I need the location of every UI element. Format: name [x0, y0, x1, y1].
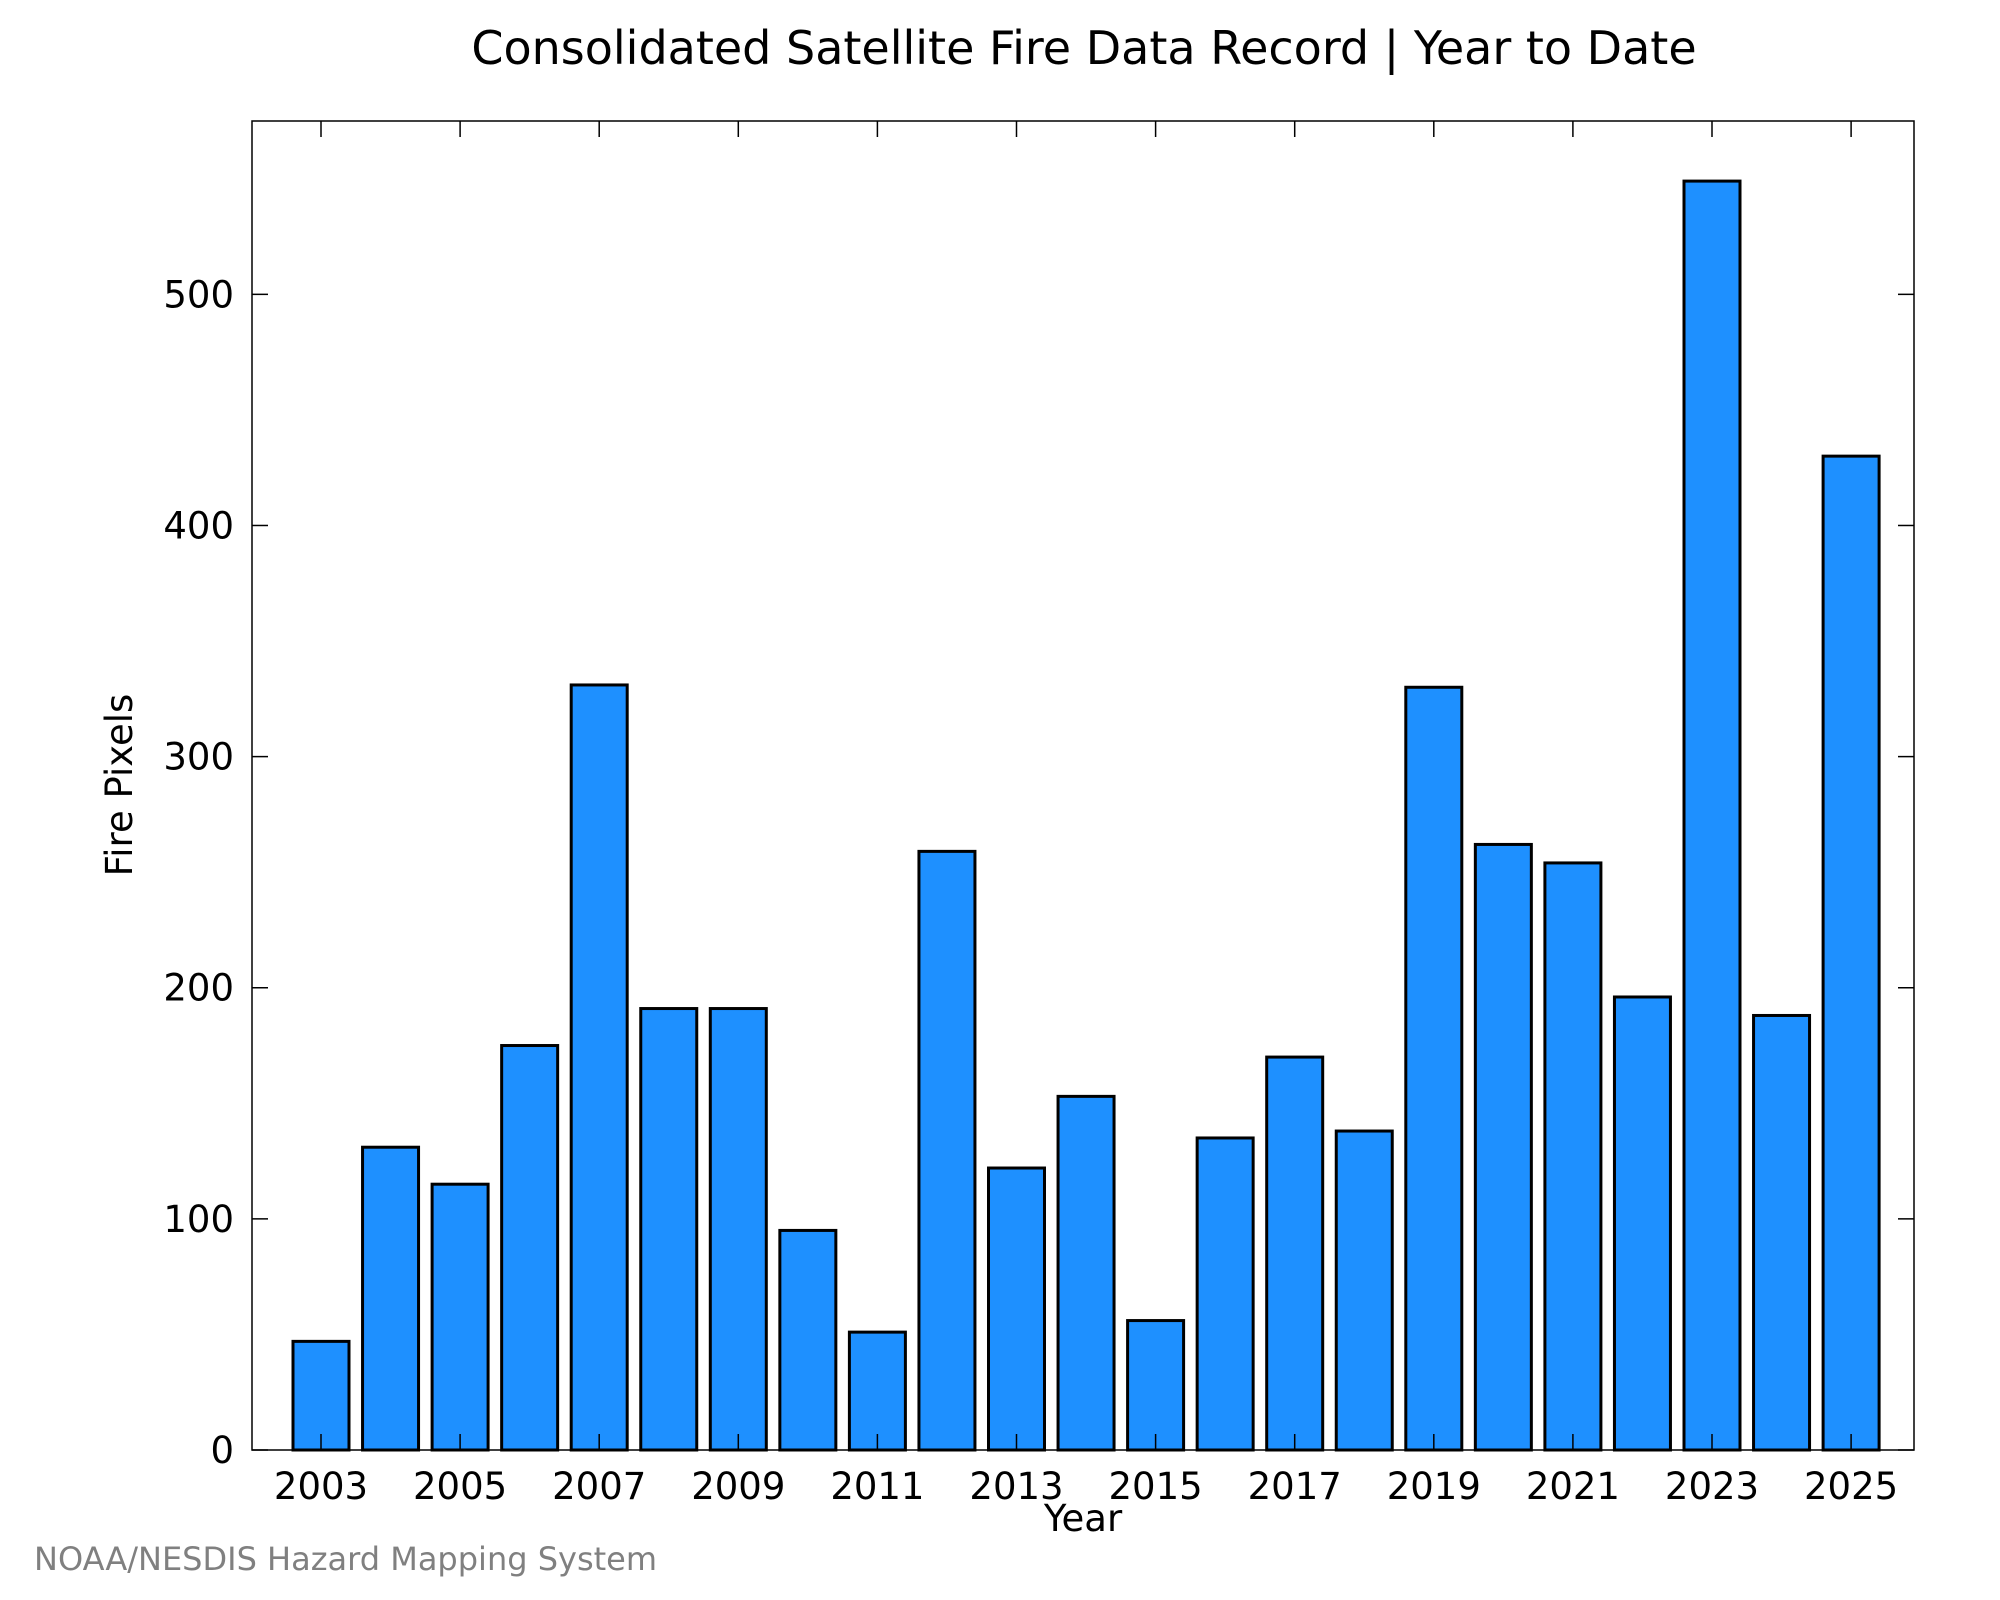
x-tick-label-2017: 2017: [1248, 1465, 1342, 1508]
bar-2008: [639, 1007, 699, 1452]
bar-2014: [1056, 1094, 1116, 1452]
bar-2024: [1752, 1013, 1812, 1452]
y-tick-label-500: 500: [163, 273, 234, 316]
bar-2013: [987, 1166, 1046, 1452]
x-tick-label-2007: 2007: [552, 1465, 646, 1508]
bar-2025: [1821, 454, 1881, 1452]
y-tick-label-300: 300: [163, 736, 234, 779]
x-tick-label-2005: 2005: [413, 1465, 507, 1508]
bar-2010: [778, 1228, 838, 1452]
bar-2012: [917, 849, 977, 1452]
x-tick-label-2021: 2021: [1526, 1465, 1620, 1508]
bar-2019: [1404, 685, 1464, 1452]
x-tick-label-2023: 2023: [1665, 1465, 1759, 1508]
y-tick-label-0: 0: [210, 1429, 234, 1472]
source-credit: NOAA/NESDIS Hazard Mapping System: [34, 1540, 658, 1578]
ticks-layer: 2003 2005 2007 2009 2011 2013 2015 2017 2019 2021…: [163, 121, 1914, 1508]
bar-2011: [847, 1330, 907, 1452]
y-axis-label: Fire Pixels: [98, 694, 141, 877]
x-tick-label-2011: 2011: [830, 1465, 924, 1508]
bar-2006: [500, 1044, 560, 1452]
x-tick-label-2003: 2003: [274, 1465, 368, 1508]
x-tick-label-2019: 2019: [1387, 1465, 1481, 1508]
y-tick-label-200: 200: [163, 967, 234, 1010]
y-tick-label-400: 400: [163, 504, 234, 547]
x-tick-label-2013: 2013: [969, 1465, 1063, 1508]
bar-2005: [430, 1182, 490, 1452]
x-tick-label-2015: 2015: [1109, 1465, 1203, 1508]
y-tick-label-100: 100: [163, 1198, 234, 1241]
chart-title: Consolidated Satellite Fire Data Record …: [471, 21, 1696, 76]
bar-2003: [291, 1339, 351, 1452]
bar-2020: [1473, 842, 1533, 1452]
bar-2023: [1682, 179, 1742, 1452]
bar-2022: [1612, 995, 1672, 1452]
bar-2009: [708, 1007, 768, 1452]
bar-2004: [361, 1145, 421, 1452]
bar-2016: [1195, 1136, 1255, 1452]
bar-2017: [1265, 1055, 1325, 1452]
bars-layer: [291, 179, 1881, 1452]
x-tick-label-2009: 2009: [691, 1465, 785, 1508]
x-tick-label-2025: 2025: [1804, 1465, 1898, 1508]
bar-2015: [1126, 1319, 1186, 1452]
plot-frame: [251, 120, 1915, 1451]
bar-2018: [1334, 1129, 1394, 1452]
bar-2007: [569, 683, 629, 1452]
bar-2021: [1543, 861, 1603, 1452]
x-axis-label: Year: [1043, 1497, 1123, 1540]
